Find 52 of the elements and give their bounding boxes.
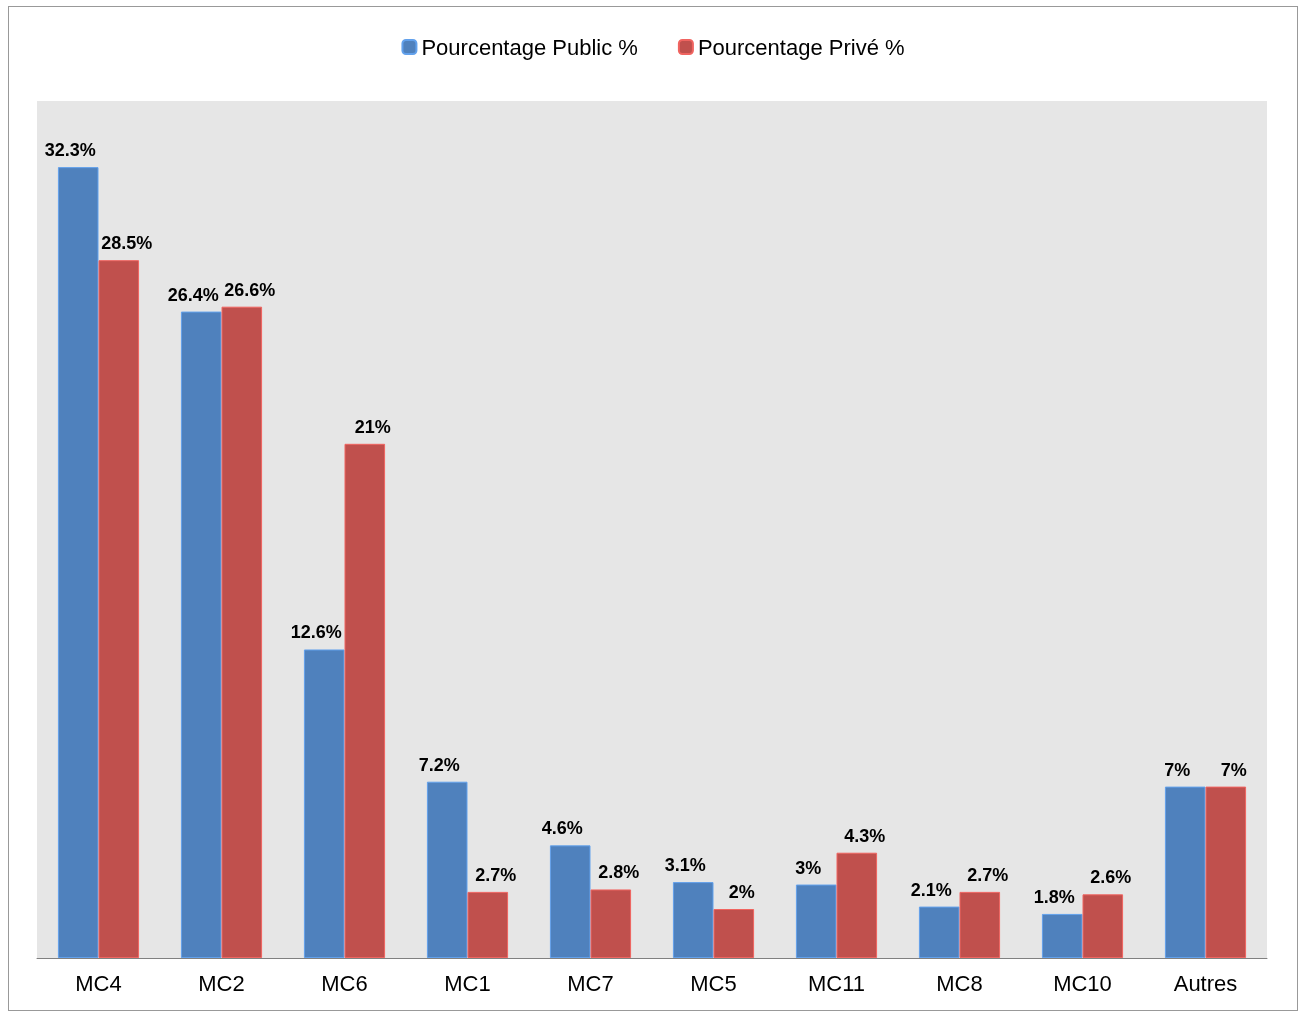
legend-label: Pourcentage Public %	[421, 34, 638, 60]
data-label: 21%	[354, 416, 391, 437]
x-tick-label: MC2	[198, 970, 245, 996]
bar	[57, 167, 99, 958]
data-label: 4.6%	[541, 818, 583, 839]
data-label: 4.3%	[844, 825, 886, 846]
bar	[467, 891, 509, 958]
bar	[1082, 894, 1124, 958]
bar	[98, 260, 140, 958]
bar	[959, 891, 1001, 958]
bar	[1041, 913, 1083, 958]
data-label: 3.1%	[664, 855, 706, 876]
data-label: 2.7%	[967, 864, 1009, 885]
bar	[590, 889, 632, 958]
bar	[426, 781, 468, 958]
bar	[713, 909, 755, 958]
bar	[221, 306, 263, 958]
data-label: 2.6%	[1090, 867, 1132, 888]
x-tick-label: MC8	[936, 970, 983, 996]
data-label: 7.2%	[418, 754, 460, 775]
x-tick-label: MC11	[807, 970, 866, 996]
bar	[549, 845, 591, 958]
data-label: 3%	[795, 857, 822, 878]
x-tick-label: MC5	[690, 970, 737, 996]
data-label: 1.8%	[1033, 886, 1075, 907]
x-tick-label: MC6	[321, 970, 368, 996]
bar	[795, 884, 837, 958]
bar	[1164, 786, 1206, 958]
bar	[836, 852, 878, 958]
bar	[180, 311, 222, 958]
data-label: 7%	[1220, 759, 1247, 780]
x-tick-label: MC1	[444, 970, 491, 996]
x-tick-label: MC4	[75, 970, 122, 996]
data-label: 26.6%	[224, 279, 276, 300]
data-label: 2.8%	[598, 862, 640, 883]
data-label: 2%	[728, 882, 755, 903]
data-label: 12.6%	[290, 622, 342, 643]
bar	[918, 906, 960, 958]
data-label: 26.4%	[167, 284, 219, 305]
legend-label: Pourcentage Privé %	[697, 34, 905, 60]
data-label: 2.7%	[475, 864, 517, 885]
bar	[672, 882, 714, 958]
data-label: 2.1%	[910, 879, 952, 900]
data-label: 28.5%	[101, 233, 153, 254]
x-tick-label: Autres	[1173, 970, 1238, 996]
bar	[303, 649, 345, 958]
data-label: 7%	[1164, 759, 1191, 780]
bar	[344, 443, 386, 958]
x-tick-label: MC7	[567, 970, 614, 996]
data-label: 32.3%	[44, 140, 96, 161]
bar	[1205, 786, 1247, 958]
x-tick-label: MC10	[1053, 970, 1112, 996]
